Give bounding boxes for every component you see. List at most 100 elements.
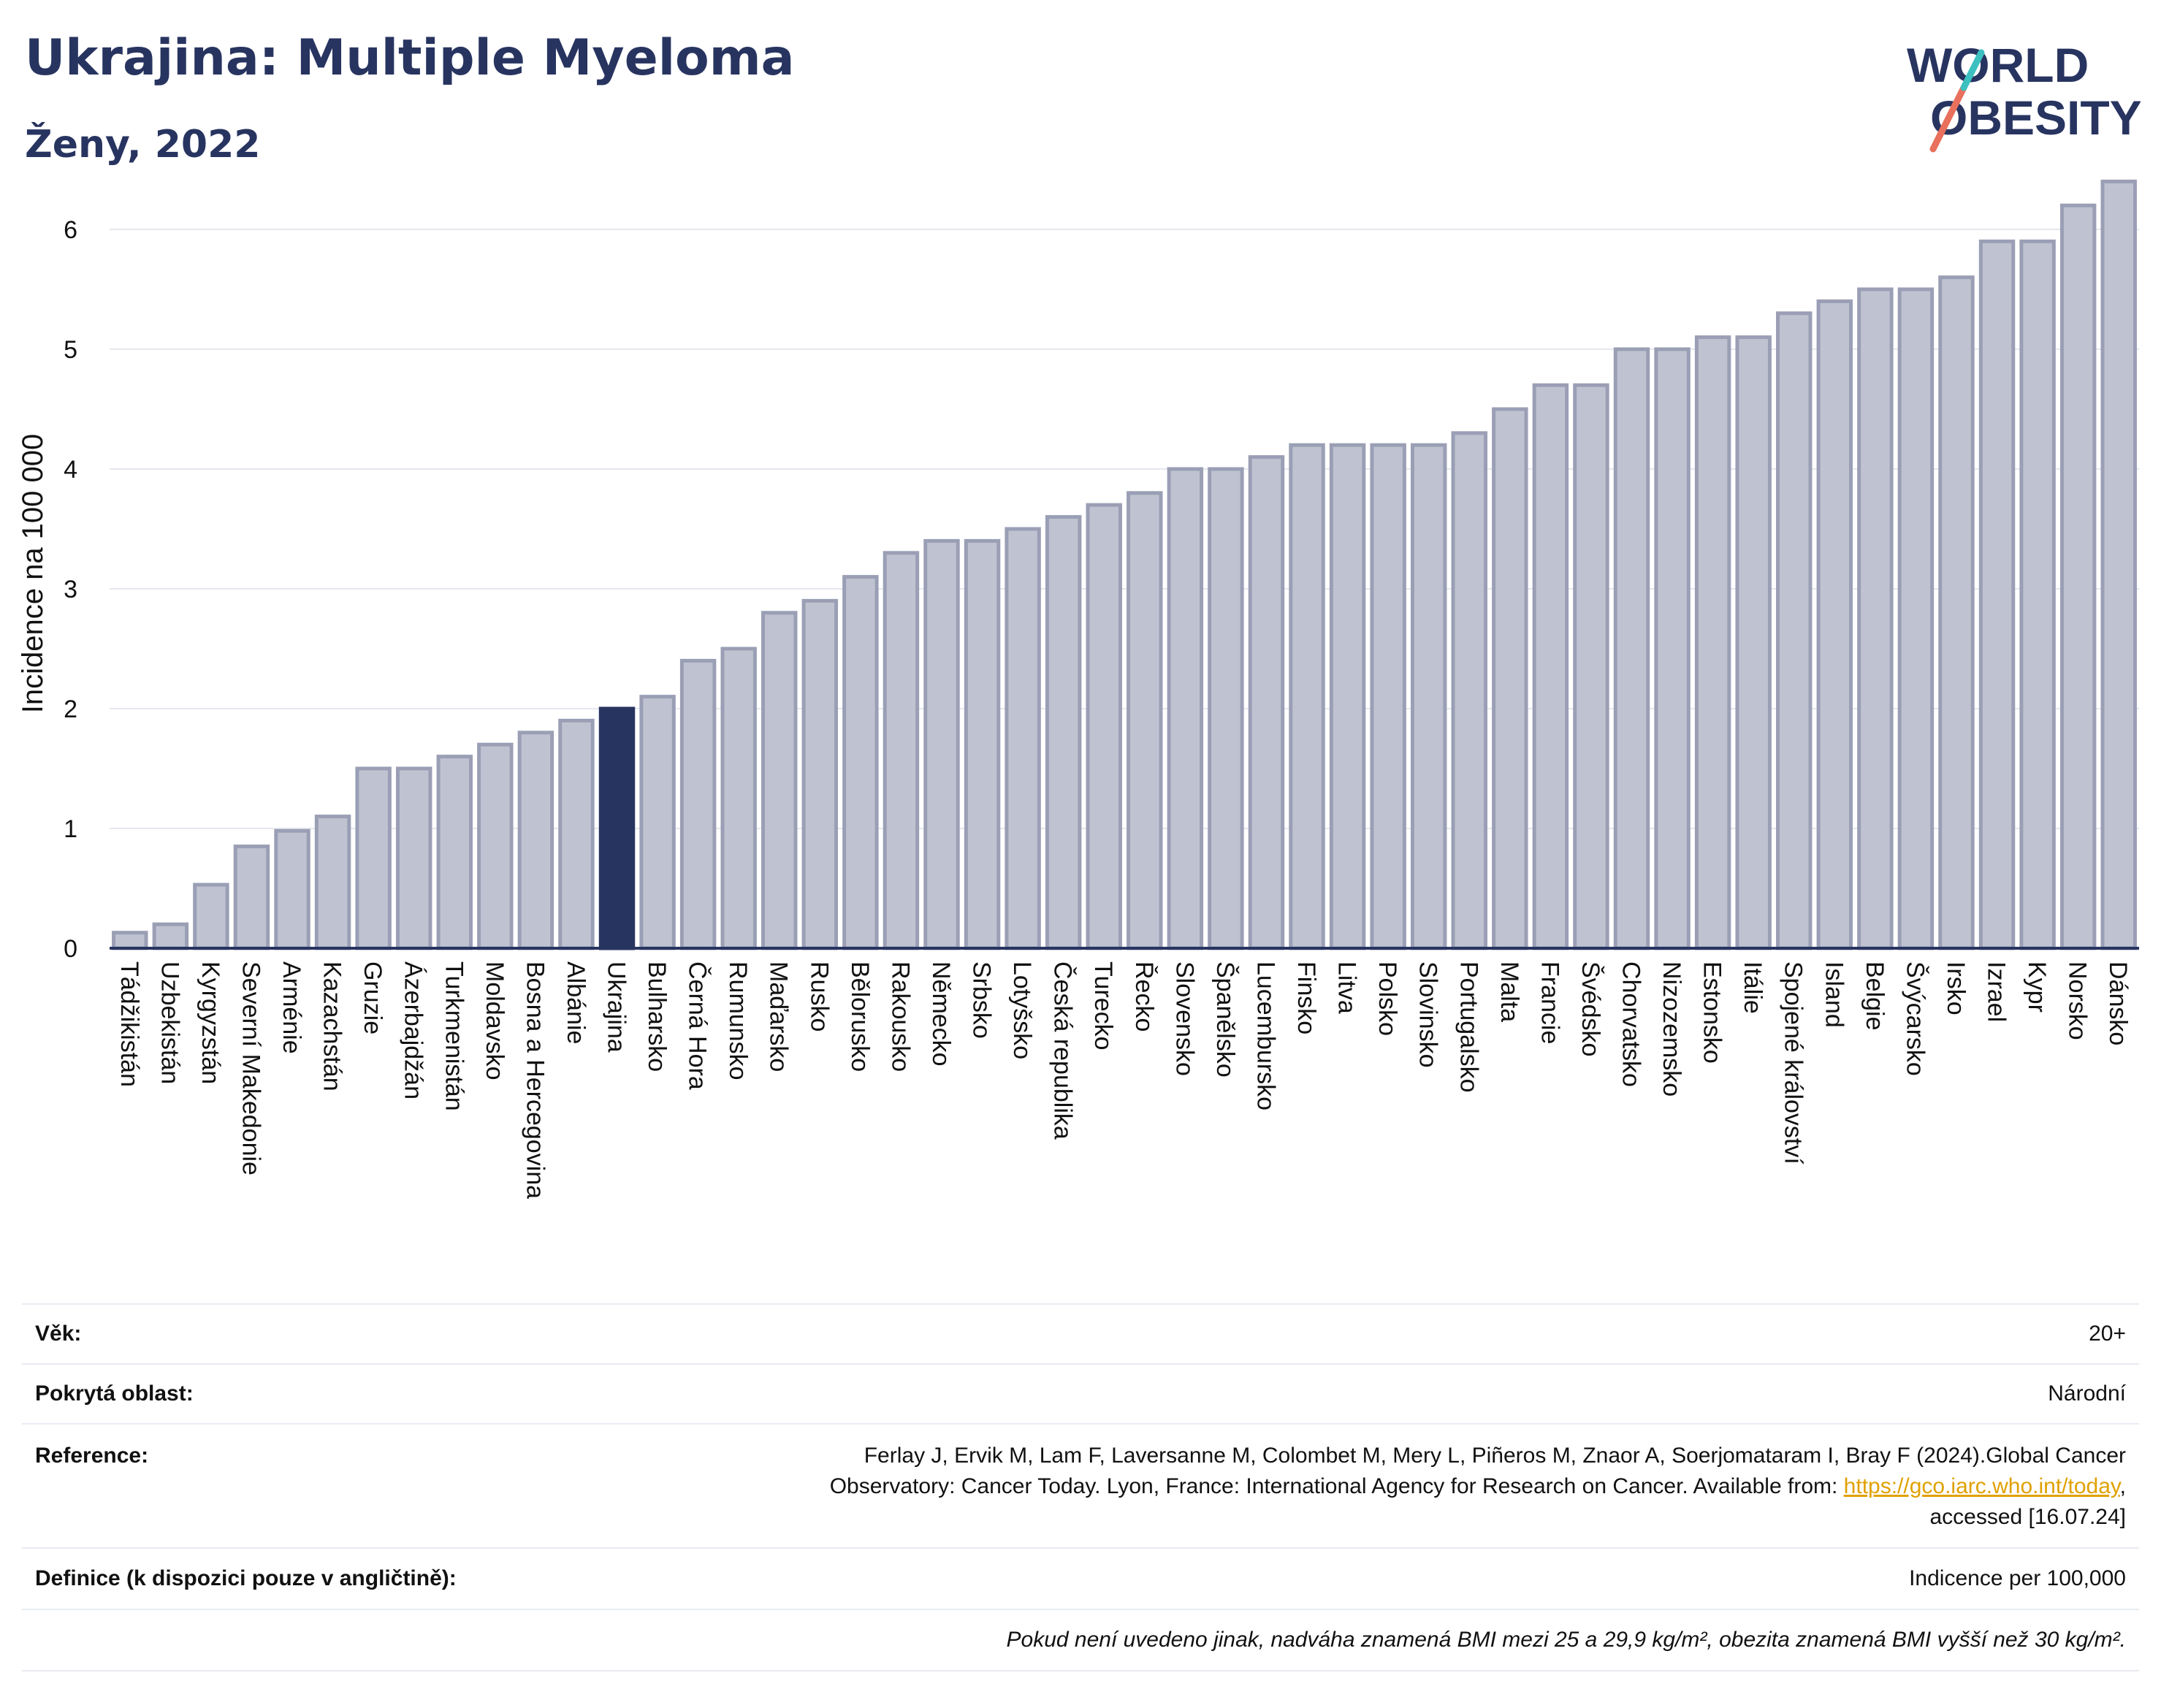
bar-Spojené království (1776, 311, 1813, 950)
x-tick-label: Dánsko (2104, 961, 2132, 1045)
bar-Černá Hora (679, 658, 717, 950)
y-tick-label: 3 (64, 576, 77, 603)
meta-row-definition: Definice (k dispozici pouze v angličtině… (22, 1547, 2139, 1609)
x-tick-label: Spojené království (1780, 961, 1807, 1164)
bar-Nizozemsko (1654, 347, 1691, 950)
bar-Arménie (274, 828, 310, 950)
bar-Švédsko (1573, 383, 1609, 950)
area-label: Pokrytá oblast: (35, 1381, 194, 1406)
bar-Uzbekistán (152, 922, 189, 950)
bar-Gruzie (355, 766, 392, 950)
x-tick-label: Lucembursko (1251, 961, 1279, 1110)
x-tick-label: Severní Makedonie (237, 961, 264, 1175)
meta-row-reference: Reference: Ferlay J, Ervik M, Lam F, Lav… (22, 1423, 2139, 1547)
bar-Turkmenistán (436, 755, 473, 950)
bar-Izrael (1978, 239, 2016, 950)
y-axis-ticks: 0 1 2 3 4 5 6 (64, 216, 77, 963)
x-tick-label: Česká republika (1049, 961, 1077, 1140)
x-tick-label: Polsko (1373, 961, 1401, 1036)
x-tick-label: Arménie (278, 961, 305, 1054)
bar-Ukrajina (598, 706, 636, 950)
bar-Polsko (1370, 443, 1406, 950)
bar-Lotyšsko (1005, 527, 1041, 950)
x-axis-labels: Tádžikistán Uzbekistán Kyrgyzstán Severní M… (115, 961, 2132, 1199)
world-obesity-logo: WORLD OBESITY (1907, 38, 2141, 153)
reference-link[interactable]: https://gco.iarc.who.int/today (1843, 1474, 2120, 1498)
y-axis-title: Incidence na 100 000 (17, 434, 49, 714)
bar-Slovensko (1167, 467, 1204, 950)
bar-Belgie (1857, 287, 1894, 950)
x-tick-label: Portugalsko (1455, 961, 1482, 1093)
bar-Island (1816, 299, 1853, 950)
y-tick-label: 6 (64, 216, 77, 244)
bar-Bulharsko (639, 695, 676, 950)
definition-label: Definice (k dispozici pouze v angličtině… (35, 1566, 457, 1590)
x-tick-label: Maďarsko (765, 961, 793, 1072)
meta-row-age: Věk: 20+ (22, 1303, 2139, 1363)
bar-Kypr (2019, 239, 2056, 950)
logo-line2: OBESITY (1930, 91, 2141, 145)
bar-Norsko (2059, 203, 2097, 950)
x-tick-label: Bosna a Hercegovina (521, 961, 549, 1199)
bar-Tádžikistán (112, 931, 148, 950)
x-tick-label: Tádžikistán (115, 961, 143, 1087)
x-tick-label: Chorvatsko (1617, 961, 1645, 1087)
bar-Španělsko (1208, 467, 1244, 950)
bar-Finsko (1289, 443, 1325, 950)
x-tick-label: Belgie (1861, 961, 1889, 1031)
bar-Rumunsko (720, 647, 757, 950)
x-tick-label: Uzbekistán (156, 961, 183, 1084)
x-tick-label: Lotyšsko (1008, 961, 1036, 1059)
definition-value: Indicence per 100,000 (1909, 1566, 2126, 1590)
bar-Turecko (1086, 503, 1122, 950)
logo-slash-upper (1960, 49, 1985, 91)
bar-Lucembursko (1248, 455, 1285, 950)
bar-Portugalsko (1451, 431, 1487, 950)
y-tick-label: 5 (64, 336, 77, 364)
bar-Německo (923, 538, 960, 950)
x-tick-label: Řecko (1130, 961, 1158, 1032)
bar-Kazachstán (314, 815, 351, 950)
bar-Estonsko (1694, 335, 1731, 950)
x-tick-label: Moldavsko (481, 961, 508, 1080)
reference-text: Ferlay J, Ervik M, Lam F, Laversanne M, … (829, 1444, 2126, 1529)
x-tick-label: Litva (1333, 961, 1361, 1014)
bar-Albánie (558, 718, 595, 950)
bar-Litva (1329, 443, 1366, 950)
x-tick-label: Bělorusko (846, 961, 874, 1072)
y-tick-label: 2 (64, 695, 77, 723)
bar-Chorvatsko (1613, 347, 1650, 950)
bars (112, 179, 2137, 950)
x-tick-label: Kypr (2023, 961, 2051, 1013)
bar-Česká republika (1045, 515, 1082, 950)
bar-Francie (1532, 383, 1569, 950)
bar-Rakousko (883, 551, 920, 950)
x-tick-label: Finsko (1292, 961, 1320, 1034)
reference-label: Reference: (35, 1444, 149, 1468)
x-tick-label: Nizozemsko (1658, 961, 1685, 1097)
x-tick-label: Estonsko (1699, 961, 1726, 1064)
bar-Dánsko (2100, 179, 2137, 950)
y-tick-label: 0 (64, 935, 77, 963)
bar-Itálie (1735, 335, 1772, 950)
bar-Malta (1492, 407, 1528, 950)
logo-slash-lower (1929, 84, 1967, 153)
bar-Ázerbajdžán (395, 766, 432, 950)
bar-Severní Makedonie (233, 845, 270, 950)
x-tick-label: Norsko (2064, 961, 2092, 1040)
page-subtitle: Ženy, 2022 (25, 123, 261, 167)
x-tick-label: Švédsko (1577, 961, 1604, 1056)
meta-row-area: Pokrytá oblast: Národní (22, 1363, 2139, 1423)
x-tick-label: Irsko (1942, 961, 1970, 1015)
x-tick-label: Ukrajina (603, 961, 630, 1053)
x-tick-label: Španělsko (1211, 961, 1239, 1078)
bar-Irsko (1938, 275, 1975, 950)
age-value: 20+ (2089, 1322, 2126, 1346)
bar-Bělorusko (842, 575, 879, 950)
x-tick-label: Turecko (1089, 961, 1117, 1051)
page-title: Ukrajina: Multiple Myeloma (25, 29, 795, 87)
x-tick-label: Rusko (805, 961, 833, 1032)
bar-Kyrgyzstán (193, 882, 229, 950)
x-tick-label: Francie (1536, 961, 1563, 1044)
bmi-note: Pokud není uvedeno jinak, nadváha znamen… (1006, 1628, 2127, 1652)
